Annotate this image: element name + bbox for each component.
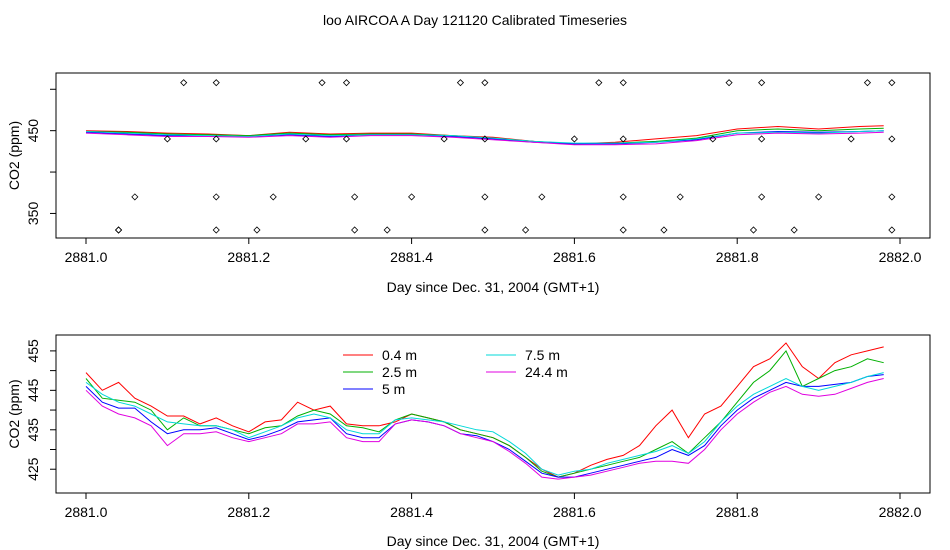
- x-tick-label: 2881.8: [716, 249, 759, 265]
- top-plot-frame: [55, 72, 931, 239]
- series-line-24-4-m: [85, 378, 884, 480]
- series-line-0-4-m: [85, 342, 884, 478]
- series-line-5-m: [85, 374, 884, 478]
- x-tick-label: 2882.0: [879, 249, 922, 265]
- flag-point: [758, 135, 766, 143]
- x-tick-label: 2881.4: [390, 504, 433, 520]
- flag-point: [212, 193, 220, 201]
- flag-point: [619, 193, 627, 201]
- flag-point: [847, 135, 855, 143]
- flag-point: [481, 226, 489, 234]
- series-line-0-4-m: [85, 125, 884, 145]
- flag-point: [619, 135, 627, 143]
- flag-point: [863, 79, 872, 87]
- flag-point: [481, 193, 489, 201]
- x-tick-label: 2881.0: [65, 504, 108, 520]
- flag-point: [725, 79, 733, 87]
- flag-point: [212, 226, 220, 234]
- x-tick-label: 2881.0: [65, 249, 108, 265]
- x-tick-label: 2881.4: [390, 249, 433, 265]
- bottom-plot-frame: [55, 334, 931, 494]
- flag-point: [888, 135, 896, 143]
- flag-point: [570, 135, 578, 143]
- y-axis-label: CO2 (ppm): [6, 121, 22, 190]
- series-line-7-5-m: [85, 130, 884, 144]
- y-tick-label: 455: [25, 339, 41, 363]
- flag-point: [212, 79, 220, 87]
- flag-point: [131, 193, 139, 201]
- flag-point: [456, 79, 465, 87]
- x-tick-label: 2881.2: [227, 504, 270, 520]
- flag-point: [318, 79, 326, 87]
- x-tick-label: 2881.6: [553, 249, 596, 265]
- flag-point: [888, 79, 896, 87]
- flag-point: [481, 135, 489, 143]
- legend-label: 7.5 m: [525, 347, 560, 363]
- flag-point: [351, 193, 359, 201]
- flag-point: [676, 193, 684, 201]
- flag-point: [521, 226, 530, 234]
- flag-point: [749, 226, 758, 234]
- y-tick-label: 450: [25, 119, 41, 143]
- legend-label: 2.5 m: [382, 364, 417, 380]
- y-axis-label: CO2 (ppm): [6, 379, 22, 448]
- chart-title: loo AIRCOA A Day 121120 Calibrated Times…: [323, 12, 627, 28]
- legend: 0.4 m2.5 m5 m 7.5 m24.4 m: [343, 347, 568, 397]
- flag-point: [408, 193, 416, 201]
- flag-point: [538, 193, 546, 201]
- y-tick-label: 435: [25, 418, 41, 442]
- series-line-7-5-m: [85, 372, 884, 476]
- x-tick-label: 2881.2: [227, 249, 270, 265]
- flag-point: [758, 79, 766, 87]
- flag-point: [888, 226, 896, 234]
- legend-label: 0.4 m: [382, 347, 417, 363]
- flag-point: [351, 226, 359, 234]
- flag-point: [481, 79, 489, 87]
- x-tick-label: 2881.6: [553, 504, 596, 520]
- legend-label: 5 m: [382, 381, 405, 397]
- x-tick-label: 2881.8: [716, 504, 759, 520]
- flag-point: [709, 135, 717, 143]
- y-tick-label: 445: [25, 378, 41, 402]
- flag-point: [619, 79, 627, 87]
- flag-point: [440, 135, 448, 143]
- x-tick-label: 2882.0: [879, 504, 922, 520]
- flag-point: [114, 226, 123, 234]
- flag-point: [212, 135, 220, 143]
- bottom-panel: 2881.0 2881.2 2881.4 2881.6 2881.8 2882.0 425 4…: [6, 334, 931, 549]
- flag-point: [163, 135, 171, 143]
- flag-point: [595, 79, 603, 87]
- top-panel: 2881.0 2881.2 2881.4 2881.6 2881.8 2882.0 350 4…: [6, 72, 931, 295]
- legend-label: 24.4 m: [525, 364, 568, 380]
- x-axis-label: Day since Dec. 31, 2004 (GMT+1): [387, 533, 600, 549]
- flag-point: [253, 226, 261, 234]
- series-line-2-5-m: [85, 349, 884, 478]
- flag-point: [758, 193, 766, 201]
- flag-point: [302, 135, 310, 143]
- y-tick-label: 425: [25, 457, 41, 481]
- flag-point: [888, 193, 896, 201]
- flag-point: [790, 226, 798, 234]
- x-axis-label: Day since Dec. 31, 2004 (GMT+1): [387, 279, 600, 295]
- flag-point: [180, 79, 188, 87]
- flag-point: [114, 226, 123, 234]
- flag-point: [383, 226, 391, 234]
- flag-point: [342, 79, 351, 87]
- flag-point: [342, 135, 351, 143]
- flag-point: [619, 226, 627, 234]
- series-line-24-4-m: [85, 131, 884, 146]
- flag-point: [815, 193, 823, 201]
- y-tick-label: 350: [25, 202, 41, 226]
- flag-point: [660, 226, 668, 234]
- flag-point: [269, 193, 277, 201]
